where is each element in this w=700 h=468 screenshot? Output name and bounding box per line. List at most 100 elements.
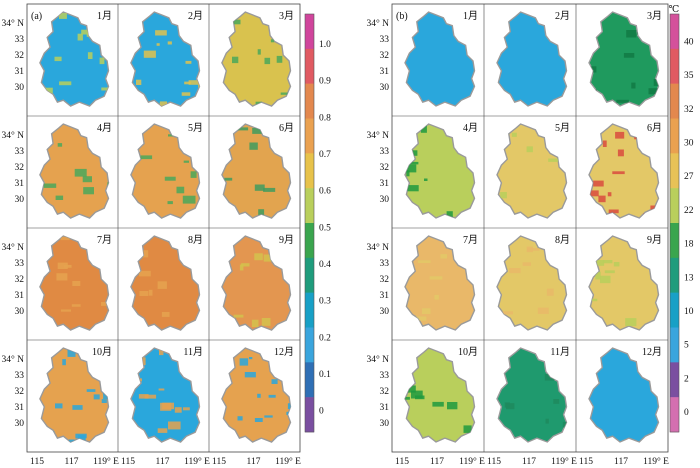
value-patch xyxy=(72,281,81,286)
legend-tick: 0.6 xyxy=(319,187,331,197)
value-patch xyxy=(548,158,559,162)
legend-tick: 0.3 xyxy=(319,297,331,307)
legend-tick: 35 xyxy=(684,71,694,81)
value-patch xyxy=(157,281,167,289)
province-shape xyxy=(404,347,476,443)
month-label: 5月 xyxy=(555,122,570,134)
value-patch xyxy=(144,394,157,399)
value-patch xyxy=(233,314,244,318)
value-patch xyxy=(648,88,659,95)
value-patch xyxy=(546,288,554,296)
month-map xyxy=(221,235,292,331)
value-patch xyxy=(228,19,241,25)
month-label: 12月 xyxy=(274,346,294,358)
value-patch xyxy=(522,262,531,266)
month-map xyxy=(588,235,660,331)
value-patch xyxy=(409,253,416,258)
value-patch xyxy=(93,394,100,400)
lat-tick: 32 xyxy=(15,163,25,173)
lon-tick: 119° E xyxy=(93,456,119,467)
value-patch xyxy=(190,171,197,178)
month-label: 4月 xyxy=(97,122,112,134)
value-patch xyxy=(589,94,593,98)
lat-tick: 31 xyxy=(380,291,390,301)
value-patch xyxy=(148,289,153,296)
value-patch xyxy=(257,49,261,55)
value-patch xyxy=(237,127,249,131)
lon-tick: 117 xyxy=(522,457,536,467)
lat-tick: 34° N xyxy=(1,242,24,253)
legend-tick: 27 xyxy=(684,172,694,182)
value-patch xyxy=(604,270,615,274)
value-patch xyxy=(185,60,192,64)
legend-tick: 0.8 xyxy=(319,113,331,123)
value-patch xyxy=(446,211,453,218)
value-patch xyxy=(168,134,175,137)
month-map xyxy=(221,11,292,107)
value-patch xyxy=(257,393,261,398)
lon-tick: 119° E xyxy=(643,456,669,467)
value-patch xyxy=(196,29,200,36)
lat-tick: 30 xyxy=(380,83,390,93)
value-patch xyxy=(631,82,636,89)
legend-tick: 22 xyxy=(684,206,694,216)
value-patch xyxy=(407,185,419,192)
province-shape xyxy=(588,347,660,443)
value-patch xyxy=(195,246,200,252)
legend-swatch xyxy=(305,362,314,398)
lon-tick: 119° E xyxy=(184,456,210,467)
month-label: 11月 xyxy=(183,346,203,358)
lat-tick: 31 xyxy=(380,403,390,413)
legend-swatch xyxy=(670,188,679,224)
province-shape xyxy=(496,11,568,107)
legend-tick: 0.2 xyxy=(319,333,331,343)
province-shape xyxy=(588,235,660,331)
lon-tick: 117 xyxy=(614,457,628,467)
month-map xyxy=(130,11,201,107)
legend-swatch xyxy=(670,14,679,50)
value-patch xyxy=(623,53,635,58)
value-patch xyxy=(469,215,475,218)
province-shape xyxy=(221,347,292,443)
lat-tick: 34° N xyxy=(366,242,389,253)
value-patch xyxy=(60,236,70,241)
value-patch xyxy=(55,403,63,409)
month-map xyxy=(39,11,110,107)
legend-swatch xyxy=(670,153,679,189)
value-patch xyxy=(139,291,149,296)
value-patch xyxy=(72,405,83,410)
legend-tick: 0.4 xyxy=(319,260,331,270)
value-patch xyxy=(82,176,92,183)
value-patch xyxy=(434,294,439,300)
value-patch xyxy=(422,308,431,314)
lat-tick: 33 xyxy=(15,371,25,381)
lat-tick: 30 xyxy=(380,307,390,317)
legend-tick: 2 xyxy=(684,374,689,384)
legend-swatch xyxy=(670,83,679,119)
value-patch xyxy=(616,99,629,103)
month-map xyxy=(404,11,476,107)
value-patch xyxy=(196,214,200,218)
month-label: 9月 xyxy=(279,234,294,246)
value-patch xyxy=(176,186,185,194)
value-patch xyxy=(161,312,170,317)
value-patch xyxy=(615,131,625,139)
legend-swatch xyxy=(670,118,679,154)
value-patch xyxy=(463,425,472,433)
month-label: 6月 xyxy=(279,122,294,134)
province-shape xyxy=(39,123,110,219)
value-patch xyxy=(447,402,458,410)
value-patch xyxy=(159,101,167,106)
value-patch xyxy=(271,379,278,384)
value-patch xyxy=(181,92,191,96)
value-patch xyxy=(602,140,607,147)
month-label: 4月 xyxy=(463,122,478,134)
lat-tick: 30 xyxy=(15,307,25,317)
province-shape xyxy=(39,11,110,107)
value-patch xyxy=(406,170,410,177)
lat-tick: 34° N xyxy=(1,354,24,365)
legend-swatch xyxy=(670,257,679,293)
value-patch xyxy=(500,192,507,199)
value-patch xyxy=(280,40,287,44)
lat-tick: 33 xyxy=(15,259,25,269)
